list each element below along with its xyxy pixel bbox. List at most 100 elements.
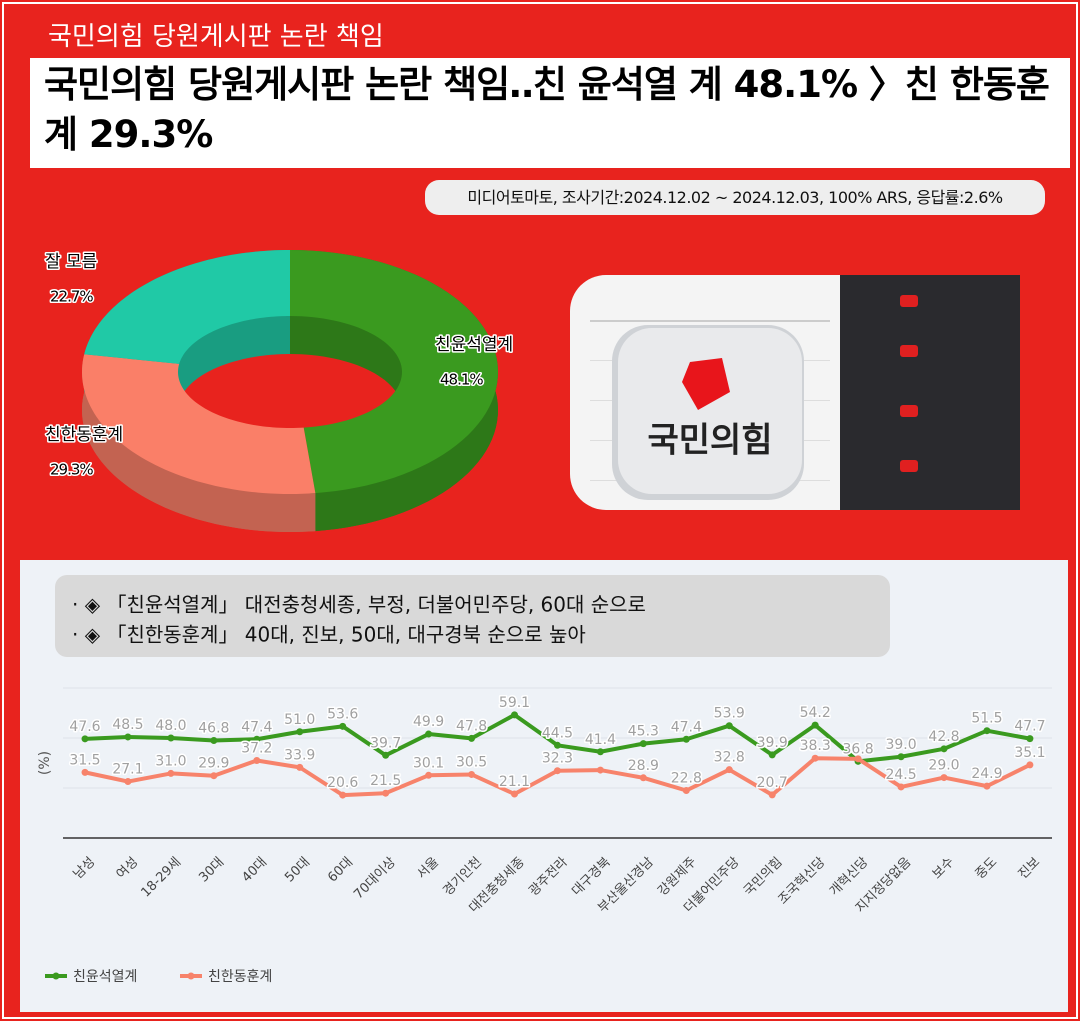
data-label: 27.1 <box>112 762 143 778</box>
slice-value-label: 48.1% <box>440 371 483 389</box>
point <box>339 791 347 799</box>
slice <box>290 250 498 494</box>
data-label: 48.0 <box>155 718 186 734</box>
point <box>167 769 175 777</box>
point <box>725 722 733 730</box>
photo-logo-text: 국민의힘 <box>647 421 772 461</box>
data-label: 42.8 <box>928 729 959 745</box>
point <box>425 730 433 738</box>
data-label: 41.4 <box>585 732 616 748</box>
legend-label: 친한동훈계 <box>208 969 272 985</box>
data-label: 24.5 <box>885 767 916 783</box>
point <box>940 774 948 782</box>
point <box>511 711 518 719</box>
point <box>124 778 132 786</box>
data-label: 48.5 <box>112 717 143 733</box>
header-title: 국민의힘 당원게시판 논란 책임‥친 윤석열 계 48.1% 〉친 한동훈 계 … <box>30 58 1070 168</box>
data-label: 31.0 <box>155 753 186 769</box>
data-label: 39.0 <box>885 737 916 753</box>
point <box>682 735 690 743</box>
data-label: 28.9 <box>628 758 659 774</box>
point <box>983 727 991 735</box>
point <box>768 791 776 799</box>
legend-label: 친윤석열계 <box>73 969 137 985</box>
point <box>897 753 905 761</box>
data-label: 36.8 <box>843 741 874 757</box>
data-label: 53.6 <box>327 706 358 722</box>
slice-label: 친윤석열계 <box>435 335 513 355</box>
slice <box>84 250 290 364</box>
data-label: 47.7 <box>1014 719 1045 735</box>
point <box>897 783 905 791</box>
point <box>983 782 991 790</box>
data-label: 33.9 <box>284 747 315 763</box>
legend-marker <box>187 972 195 980</box>
point <box>468 770 476 778</box>
point <box>768 751 776 759</box>
data-label: 30.1 <box>413 755 444 771</box>
point <box>1026 735 1034 743</box>
slice <box>82 354 316 494</box>
data-label: 45.3 <box>628 724 659 740</box>
data-label: 46.8 <box>198 721 229 737</box>
data-label: 47.6 <box>69 719 100 735</box>
data-label: 47.4 <box>671 719 702 735</box>
point <box>167 734 175 742</box>
point <box>425 771 433 779</box>
note: · ◈ 「친한동훈계」 40대, 진보, 50대, 대구경북 순으로 높아 <box>72 623 586 647</box>
data-label: 29.0 <box>928 758 959 774</box>
slice-value-label: 29.3% <box>50 461 93 479</box>
point <box>940 745 948 753</box>
data-label: 39.9 <box>757 735 788 751</box>
photo <box>570 275 1020 510</box>
data-label: 53.9 <box>714 706 745 722</box>
data-label: 30.5 <box>456 754 487 770</box>
data-label: 44.5 <box>542 725 573 741</box>
point <box>210 737 218 744</box>
data-label: 38.3 <box>800 738 831 754</box>
point <box>253 757 261 764</box>
data-label: 54.2 <box>800 705 831 721</box>
data-label: 47.4 <box>241 719 272 735</box>
y-axis-label: (%) <box>37 751 53 775</box>
point <box>553 741 561 749</box>
point <box>468 734 476 742</box>
data-label: 39.7 <box>370 735 401 751</box>
point <box>339 722 347 730</box>
data-label: 31.5 <box>69 752 100 768</box>
source: 미디어토마토, 조사기간:2024.12.02 ~ 2024.12.03, 10… <box>425 180 1045 215</box>
data-label: 37.2 <box>241 741 272 757</box>
point <box>682 787 690 794</box>
data-label: 29.9 <box>198 756 229 772</box>
data-label: 20.6 <box>327 775 358 791</box>
point <box>81 735 89 743</box>
point <box>596 748 604 756</box>
point <box>511 790 518 798</box>
slice-side <box>82 354 316 532</box>
point <box>639 774 647 782</box>
point <box>553 767 561 775</box>
point <box>296 728 304 736</box>
data-label: 51.5 <box>971 711 1002 727</box>
point <box>811 754 819 762</box>
point <box>596 766 604 774</box>
data-label: 59.1 <box>499 695 530 711</box>
data-label: 35.1 <box>1014 745 1045 761</box>
data-label: 21.5 <box>370 773 401 789</box>
point <box>124 733 132 741</box>
point <box>811 721 819 729</box>
data-label: 47.8 <box>456 718 487 734</box>
slice-label: 잘 모름 <box>45 252 97 272</box>
note: · ◈ 「친윤석열계」 대전충청세종, 부정, 더불어민주당, 60대 순으로 <box>72 593 646 617</box>
data-label: 21.1 <box>499 774 530 790</box>
legend-marker <box>52 972 60 980</box>
data-label: 49.9 <box>413 714 444 730</box>
data-label: 51.0 <box>284 712 315 728</box>
notes-box <box>55 575 890 657</box>
point <box>725 766 733 774</box>
slice-value-label: 22.7% <box>50 288 93 306</box>
slice-label: 친한동훈계 <box>45 425 123 445</box>
data-label: 22.8 <box>671 771 702 787</box>
